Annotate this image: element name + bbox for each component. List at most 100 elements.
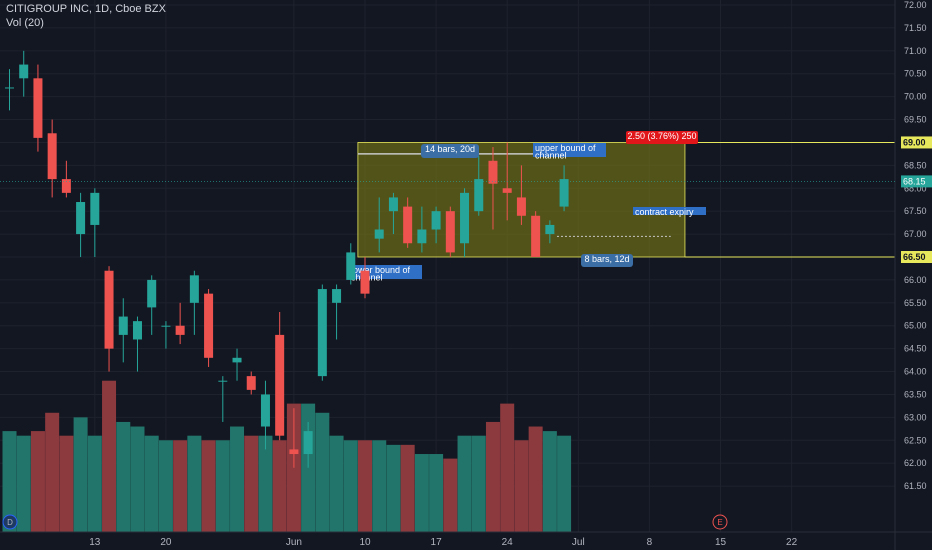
volume-bar (102, 380, 117, 532)
candle-body (5, 87, 14, 89)
candle (289, 408, 299, 468)
candle-body (531, 215, 541, 257)
candle-body (289, 449, 299, 455)
candle-body (360, 270, 370, 294)
price-tick-label: 65.00 (904, 321, 927, 331)
price-tick-label: 65.50 (904, 298, 927, 308)
lower-span-label[interactable]: 8 bars, 12d (581, 254, 633, 267)
volume-bar (230, 426, 245, 532)
candle (275, 311, 285, 441)
candle-body (19, 64, 29, 79)
earnings-button[interactable]: E (712, 514, 728, 530)
volume-bar (87, 435, 102, 532)
earnings-marker-icon[interactable] (712, 514, 728, 530)
candle-body (303, 431, 313, 455)
volume-bar (414, 454, 429, 532)
volume-bar (30, 431, 45, 532)
candle-body (118, 316, 128, 335)
contract-expiry-label[interactable]: contract expiry (633, 207, 706, 217)
current-price-tag[interactable]: 68.15 (901, 175, 932, 188)
candle (559, 165, 569, 212)
price-level-tag-box (901, 251, 932, 263)
time-tick-label: 17 (431, 537, 443, 548)
current-price-tag-text: 68.15 (903, 176, 926, 186)
span-label[interactable]: 14 bars, 20d (421, 144, 479, 158)
candle-body (431, 211, 441, 230)
candle (488, 147, 498, 230)
price-level-tag-box (901, 136, 932, 149)
candle (346, 243, 356, 285)
volume-bar (158, 440, 173, 532)
price-level-tag[interactable]: 66.50 (901, 251, 932, 263)
volume-bar (386, 444, 401, 532)
range-label[interactable]: 2.50 (3.76%) 250 (626, 131, 698, 144)
price-tick-label: 70.50 (904, 69, 927, 79)
time-tick-label: Jul (572, 537, 585, 548)
candle (132, 316, 142, 372)
range-label-box (626, 131, 698, 144)
candle (47, 119, 57, 198)
candle-body (275, 334, 285, 436)
price-tick-label: 68.00 (904, 183, 927, 193)
time-tick-label: 24 (502, 537, 514, 548)
candle (19, 50, 29, 97)
candle-body (90, 192, 100, 225)
candle-body (332, 289, 342, 303)
candle (189, 270, 199, 335)
candle (76, 192, 86, 257)
volume-bar (201, 440, 216, 532)
upper-bound-label-text: channel (535, 151, 567, 161)
time-tick-label: 13 (89, 537, 101, 548)
volume-bar (372, 440, 387, 532)
candle-body (559, 179, 569, 207)
volume-bar (187, 435, 202, 532)
candle (460, 188, 470, 257)
price-tick-label: 70.00 (904, 92, 927, 102)
candle (303, 421, 313, 468)
candle (118, 298, 128, 363)
candle-body (545, 224, 555, 235)
candle (218, 376, 228, 422)
price-tick-label: 62.50 (904, 435, 927, 445)
symbol-title: CITIGROUP INC, 1D, Cboe BZX (6, 3, 167, 15)
time-axis[interactable]: 13 20 Jun 10 17 24 Jul 8 15 22 (0, 531, 932, 548)
candle (531, 211, 541, 257)
span-label-text: 14 bars, 20d (425, 144, 475, 154)
upper-bound-label-box (533, 143, 606, 157)
candle-body (204, 293, 214, 358)
price-tick-label: 67.50 (904, 206, 927, 216)
price-tick-label: 71.00 (904, 46, 927, 56)
volume-bar (542, 431, 557, 532)
price-axis-background (895, 0, 932, 550)
volume-bar (485, 421, 500, 532)
candle-body (388, 197, 398, 212)
volume-bar (358, 440, 372, 532)
dividends-marker-icon[interactable] (2, 514, 18, 530)
candle-body (132, 321, 142, 340)
volume-bar (16, 435, 31, 532)
volume-bar (215, 440, 230, 532)
volume-bar (2, 431, 17, 532)
price-tick-label: 61.50 (904, 481, 927, 491)
candle-body (33, 78, 43, 138)
candle-body (76, 202, 86, 235)
dividends-button[interactable]: D (2, 514, 18, 530)
candle-body (218, 380, 228, 382)
candles (5, 50, 569, 468)
volume-bar (457, 435, 472, 532)
price-level-tag[interactable]: 69.00 (901, 136, 932, 149)
candle (474, 156, 484, 216)
candle (388, 192, 398, 235)
candle-body (460, 192, 470, 244)
volume-bar (500, 403, 515, 532)
candle (246, 371, 256, 395)
candle-body (104, 270, 114, 349)
earnings-marker-label: E (717, 518, 722, 527)
price-level-tag-text: 69.00 (903, 137, 926, 147)
lower-span-label-text: 8 bars, 12d (584, 254, 629, 264)
volume-indicator-label[interactable]: Vol (20) (6, 17, 44, 29)
lower-span-label-box (581, 254, 633, 267)
